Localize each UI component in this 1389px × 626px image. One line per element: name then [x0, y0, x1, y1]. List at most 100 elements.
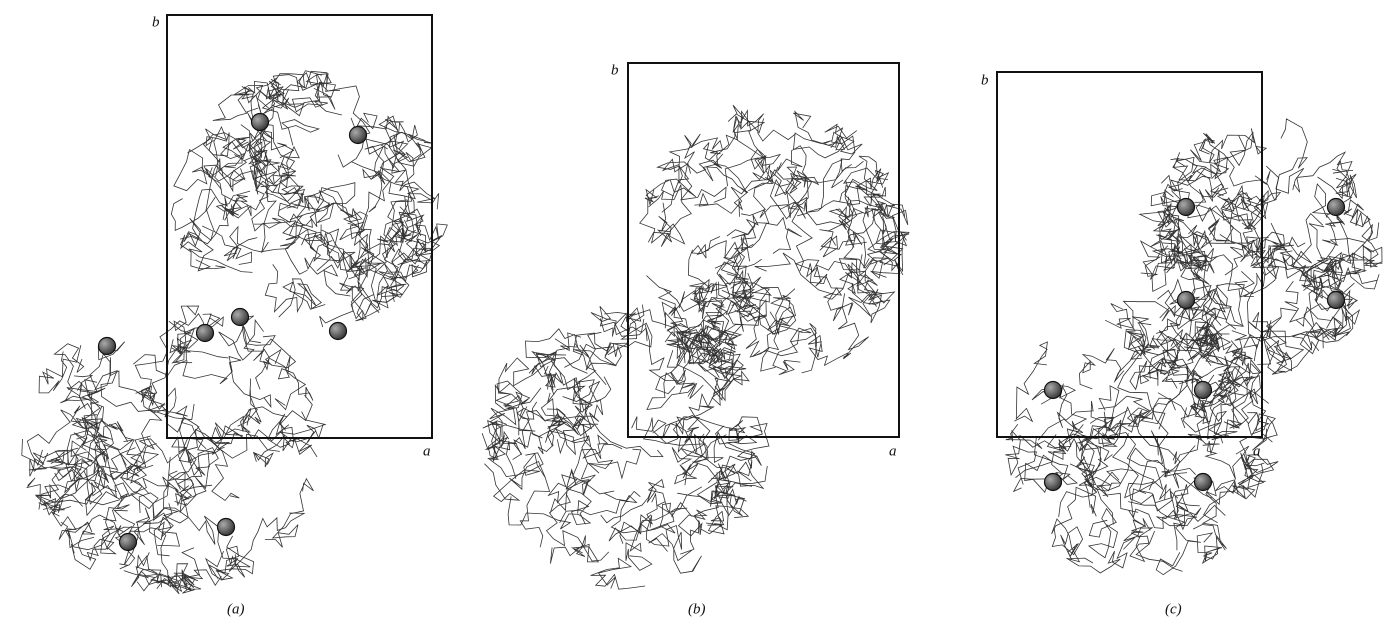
backbone-trace — [317, 244, 364, 327]
backbone-trace — [1110, 433, 1172, 503]
backbone-trace — [1225, 186, 1259, 238]
backbone-trace — [604, 310, 690, 349]
backbone-trace — [1005, 424, 1036, 484]
metal-atom — [1045, 474, 1062, 491]
backbone-trace — [646, 276, 687, 328]
metal-atom — [99, 338, 116, 355]
backbone-trace — [324, 167, 393, 236]
metal-atom — [232, 309, 249, 326]
backbone-trace — [171, 199, 251, 265]
backbone-trace — [1089, 509, 1118, 558]
metal-atom — [1328, 199, 1345, 216]
panel-label: (a) — [227, 601, 245, 617]
backbone-trace — [583, 445, 640, 479]
metal-atom — [252, 114, 269, 131]
backbone-trace — [1114, 349, 1168, 455]
backbone-trace — [224, 227, 297, 261]
panel-label: (b) — [688, 601, 706, 617]
backbone-trace — [1204, 480, 1255, 523]
backbone-trace — [121, 478, 217, 545]
backbone-trace — [706, 252, 752, 290]
panel-label: (c) — [1165, 601, 1182, 617]
backbone-trace — [646, 515, 701, 573]
backbone-trace — [1006, 429, 1110, 449]
backbone-trace — [729, 417, 762, 444]
backbone-trace — [252, 123, 280, 176]
backbone-trace — [238, 379, 287, 427]
backbone-trace — [1276, 119, 1307, 193]
backbone-trace — [1165, 278, 1236, 329]
backbone-trace — [640, 196, 685, 244]
backbone-trace — [93, 420, 133, 455]
backbone-trace — [67, 342, 125, 409]
figure: b a (a) b a (b) b a (c) — [0, 0, 1389, 626]
backbone-trace — [124, 552, 167, 584]
metal-atom — [1195, 474, 1212, 491]
backbone-trace — [615, 305, 644, 335]
metal-atom — [120, 534, 137, 551]
metal-atom — [350, 127, 367, 144]
backbone-trace — [645, 179, 696, 204]
metal-atom — [1045, 382, 1062, 399]
backbone-trace — [168, 570, 201, 594]
backbone-trace — [184, 218, 213, 270]
axis-label: a — [423, 443, 431, 459]
backbone-trace — [545, 413, 663, 457]
axis-label: b — [981, 72, 989, 88]
backbone-trace — [833, 303, 868, 359]
backbone-trace — [1014, 342, 1047, 422]
metal-atom — [1195, 382, 1212, 399]
axis-label: a — [1253, 443, 1261, 459]
backbone-trace — [174, 150, 223, 191]
backbone-trace — [52, 512, 92, 540]
axis-label: b — [152, 14, 160, 30]
backbone-trace — [39, 345, 81, 393]
backbone-trace — [131, 478, 179, 520]
backbone-trace — [294, 224, 338, 254]
metal-atom — [1178, 199, 1195, 216]
backbone-trace — [256, 339, 296, 389]
backbone-traces — [22, 71, 1383, 594]
backbone-trace — [547, 494, 609, 561]
backbone-trace — [275, 356, 313, 410]
backbone-trace — [529, 358, 588, 391]
backbone-trace — [1197, 533, 1225, 563]
metal-atom — [1178, 292, 1195, 309]
backbone-trace — [560, 496, 638, 544]
backbone-trace — [181, 235, 253, 273]
backbone-trace — [1344, 209, 1379, 241]
metal-atom — [330, 323, 347, 340]
backbone-trace — [497, 358, 545, 409]
backbone-trace — [820, 209, 864, 257]
metal-atom — [197, 325, 214, 342]
backbone-trace — [688, 243, 742, 304]
backbone-trace — [551, 339, 611, 404]
backbone-trace — [482, 433, 516, 479]
backbone-trace — [149, 321, 194, 398]
backbone-trace — [1105, 301, 1175, 328]
backbone-trace — [806, 160, 850, 213]
axis-label: b — [611, 62, 619, 78]
backbone-trace — [133, 306, 198, 376]
backbone-trace — [355, 258, 407, 315]
backbone-trace — [732, 215, 758, 251]
backbone-trace — [710, 111, 795, 154]
backbone-trace — [591, 558, 646, 589]
backbone-trace — [187, 189, 250, 238]
backbone-trace — [1347, 245, 1382, 271]
backbone-trace — [855, 186, 894, 233]
backbone-trace — [591, 306, 647, 341]
backbone-trace — [794, 133, 845, 158]
backbone-trace — [773, 328, 817, 374]
backbone-trace — [280, 229, 332, 274]
axis-label: a — [889, 443, 897, 459]
backbone-trace — [209, 546, 250, 578]
metal-atom — [1328, 292, 1345, 309]
metal-atom — [218, 519, 235, 536]
backbone-trace — [1291, 214, 1342, 303]
backbone-trace — [1130, 360, 1176, 390]
backbone-trace — [183, 357, 271, 407]
backbone-trace — [791, 323, 848, 365]
backbone-trace — [1208, 377, 1248, 443]
backbone-trace — [265, 264, 305, 317]
